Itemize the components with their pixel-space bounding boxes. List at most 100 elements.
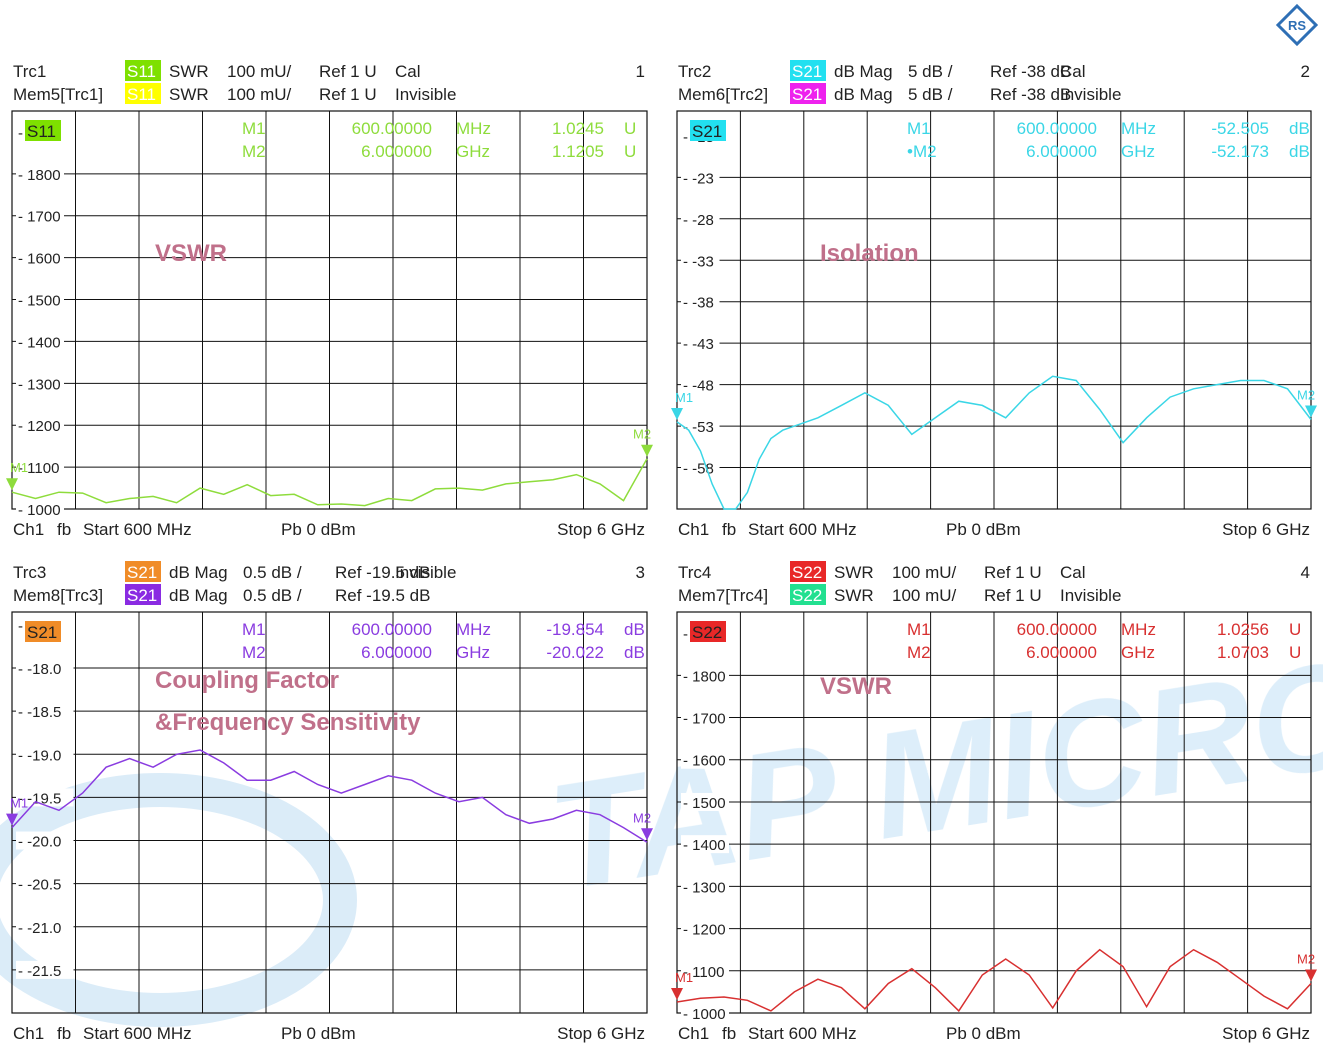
marker-m2-triangle[interactable] xyxy=(641,828,653,841)
y-tick-label: - 1000 xyxy=(683,1006,726,1023)
tick-label-bg xyxy=(16,831,74,850)
y-tick-label: - 1700 xyxy=(683,711,726,728)
active-trace-badge[interactable] xyxy=(690,120,726,141)
trace-status: Cal xyxy=(1060,62,1086,81)
tick-label-bg xyxy=(16,702,74,721)
diagram-number: 1 xyxy=(636,62,645,81)
tick-label-bg xyxy=(681,458,720,477)
trace-scale: 100 mU/ xyxy=(892,563,957,582)
trace-badge[interactable] xyxy=(790,561,826,582)
marker-value: 1.0256 xyxy=(1217,620,1269,639)
y-tick-label: - 1800 xyxy=(683,668,726,685)
trace-badge-label: S22 xyxy=(792,563,822,582)
y-tick-label: - 1600 xyxy=(683,753,726,770)
y-tick-label: - -19.0 xyxy=(18,747,61,764)
trace-scale: 5 dB / xyxy=(908,85,953,104)
marker-m2-tag: M2 xyxy=(633,427,651,442)
active-trace-badge[interactable] xyxy=(690,621,726,642)
active-trace-badge[interactable] xyxy=(25,621,61,642)
tick-label-bg xyxy=(681,292,720,311)
trace-badge[interactable] xyxy=(125,60,161,81)
y-tick-label: - -23 xyxy=(683,170,714,187)
marker-name: M1 xyxy=(242,620,266,639)
tick-label-bg xyxy=(16,416,64,435)
footer-mode: fb xyxy=(57,520,71,539)
active-trace-badge[interactable] xyxy=(25,120,61,141)
tick-label-bg xyxy=(681,961,729,980)
trace-name: Trc2 xyxy=(678,62,711,81)
trace-ref: Ref 1 U xyxy=(984,586,1042,605)
trace-badge[interactable] xyxy=(125,584,161,605)
marker-m2-tag: M2 xyxy=(1297,951,1315,966)
trace-scale: 0.5 dB / xyxy=(243,563,302,582)
active-trace-badge-label: S22 xyxy=(692,623,722,642)
y-tick-label: - -18.5 xyxy=(18,704,61,721)
y-tick-label: - 1200 xyxy=(18,418,61,435)
trace-format: SWR xyxy=(169,62,209,81)
marker-name: M1 xyxy=(907,620,931,639)
footer-channel: Ch1 xyxy=(13,1024,44,1043)
y-tick-label: - 1500 xyxy=(683,795,726,812)
annotation-label: VSWR xyxy=(820,673,892,700)
trace-badge[interactable] xyxy=(790,584,826,605)
active-trace-badge-label: S21 xyxy=(692,122,722,141)
tick-label-bg xyxy=(681,835,729,854)
trace-badge-label: S21 xyxy=(127,563,157,582)
marker-m1-triangle[interactable] xyxy=(671,407,683,420)
active-trace-badge-label: S11 xyxy=(27,122,56,141)
trace-badge[interactable] xyxy=(125,83,161,104)
y-tick-label: - 1300 xyxy=(18,376,61,393)
active-trace-badge-label: S21 xyxy=(27,623,57,642)
marker-value-unit: dB xyxy=(624,620,645,639)
tick-label-bg xyxy=(681,919,729,938)
marker-name: M1 xyxy=(242,119,266,138)
trace-ref: Ref -19.5 dB xyxy=(335,586,430,605)
marker-frequency-unit: GHz xyxy=(1121,643,1155,662)
y-tick-label: - -33 xyxy=(683,253,714,270)
y-tick-label: - 1000 xyxy=(18,502,61,519)
trace-ref: Ref -38 dB xyxy=(990,62,1071,81)
marker-value-unit: U xyxy=(1289,620,1301,639)
marker-m1-triangle[interactable] xyxy=(6,478,18,491)
y-tick-label: - 1300 xyxy=(683,879,726,896)
footer-channel: Ch1 xyxy=(13,520,44,539)
diagram-area-4: Trc4 S22 SWR 100 mU/Ref 1 U Cal Mem7[Trc4] S22… xyxy=(671,561,1317,1043)
marker-frequency-unit: MHz xyxy=(456,620,491,639)
trace-badge[interactable] xyxy=(790,83,826,104)
footer-mode: fb xyxy=(57,1024,71,1043)
marker-frequency: 6.000000 xyxy=(1026,643,1097,662)
marker-m2-triangle[interactable] xyxy=(641,444,653,457)
trace-badge[interactable] xyxy=(125,561,161,582)
marker-value: -52.505 xyxy=(1211,119,1269,138)
marker-frequency: 600.00000 xyxy=(352,620,432,639)
logo-text: RS xyxy=(1288,18,1306,33)
trace-scale: 0.5 dB / xyxy=(243,586,302,605)
marker-frequency: 6.000000 xyxy=(361,142,432,161)
marker-frequency-unit: MHz xyxy=(456,119,491,138)
annotation-label: &Frequency Sensitivity xyxy=(155,709,421,736)
trace-badge-label: S21 xyxy=(127,586,157,605)
marker-name: M2 xyxy=(907,643,931,662)
trace-badge[interactable] xyxy=(790,60,826,81)
trace-name: Mem5[Trc1] xyxy=(13,85,103,104)
tick-label-bg xyxy=(16,960,74,979)
diagram-number: 3 xyxy=(636,563,645,582)
marker-value-unit: U xyxy=(624,142,636,161)
tick-label-bg xyxy=(16,917,74,936)
y-tick-label: - -38 xyxy=(683,295,714,312)
marker-m2-triangle[interactable] xyxy=(1305,405,1317,418)
footer-power: Pb 0 dBm xyxy=(281,1024,356,1043)
marker-frequency: 6.000000 xyxy=(361,643,432,662)
marker-value-unit: dB xyxy=(1289,119,1310,138)
y-tick-label: - -28 xyxy=(683,212,714,229)
marker-m1-triangle[interactable] xyxy=(671,988,683,1001)
y-tick-label: - 1400 xyxy=(683,837,726,854)
marker-m1-tag: M1 xyxy=(675,970,693,985)
tick-label-bg xyxy=(681,1004,729,1022)
marker-value: -20.022 xyxy=(546,643,604,662)
trace-status: Invisible xyxy=(1060,85,1121,104)
trace-badge-label: S21 xyxy=(792,85,822,104)
marker-m1-triangle[interactable] xyxy=(6,813,18,826)
footer-start: Start 600 MHz xyxy=(83,520,192,539)
marker-m2-triangle[interactable] xyxy=(1305,969,1317,982)
